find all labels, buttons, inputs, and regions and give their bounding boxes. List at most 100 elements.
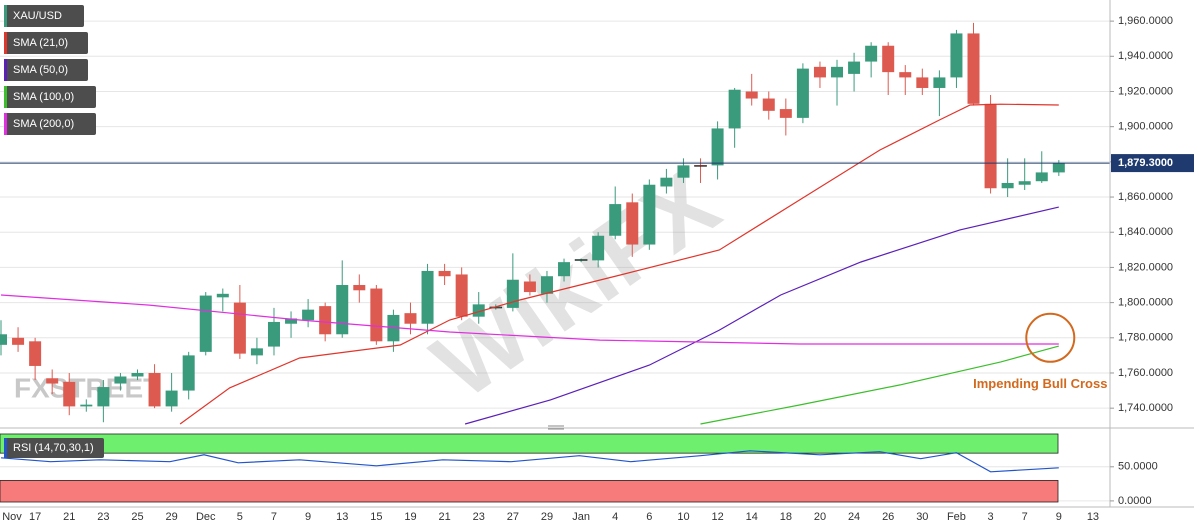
candle-body	[711, 128, 724, 166]
legend-swatch	[4, 113, 7, 135]
candle-body	[523, 281, 536, 293]
candle-body	[558, 262, 571, 277]
candle-body	[1001, 182, 1014, 189]
candle-body	[233, 302, 246, 354]
candle-body	[131, 372, 144, 377]
candle-body	[46, 378, 59, 384]
candle-body	[12, 337, 25, 345]
candle-body	[199, 295, 212, 352]
x-tick-label: 10	[677, 511, 689, 523]
y-tick-label: 1,940.0000	[1118, 50, 1173, 62]
candle-body	[182, 355, 195, 391]
x-tick-label: 13	[336, 511, 348, 523]
candle-body	[216, 293, 229, 298]
candle-body	[882, 45, 895, 73]
watermark: FXSTREET	[14, 372, 160, 403]
legend-swatch	[4, 59, 7, 81]
x-tick-label: 17	[29, 511, 41, 523]
x-tick-label: 9	[305, 511, 311, 523]
candle-body	[745, 91, 758, 99]
candle-body	[813, 66, 826, 78]
x-tick-label: 15	[370, 511, 382, 523]
x-tick-label: 5	[237, 511, 243, 523]
candle-body	[831, 66, 844, 78]
candle-body	[1052, 163, 1065, 173]
last-price-label: 1,879.3000	[1118, 157, 1173, 169]
x-tick-label: 26	[882, 511, 894, 523]
annotation-circle	[1025, 312, 1076, 363]
x-tick-label: 29	[541, 511, 553, 523]
legend-label: SMA (100,0)	[13, 91, 74, 103]
candle-body	[336, 285, 349, 335]
x-tick-label: 6	[646, 511, 652, 523]
y-tick-label: 1,800.0000	[1118, 297, 1173, 309]
x-tick-label: 21	[438, 511, 450, 523]
candle-body	[592, 235, 605, 261]
candle-body	[63, 381, 76, 407]
candle-body	[438, 270, 451, 277]
candle-body	[404, 313, 417, 324]
candle-body	[796, 68, 809, 118]
candle-body	[285, 318, 298, 324]
candle-body	[643, 184, 656, 245]
candle-body	[114, 376, 127, 384]
y-tick-label: 1,860.0000	[1118, 191, 1173, 203]
legend-label: SMA (21,0)	[13, 37, 68, 49]
legend-box	[4, 438, 104, 458]
axes: 1,740.0000 1,760.0000 1,780.0000 1,800.0000…	[2, 15, 1194, 523]
y-tick-label: 1,820.0000	[1118, 261, 1173, 273]
x-tick-label: Nov	[2, 511, 22, 523]
legend-swatch	[4, 5, 7, 27]
x-tick-label: 29	[165, 511, 177, 523]
x-tick-label: 3	[988, 511, 994, 523]
x-tick-label: 24	[848, 511, 860, 523]
x-tick-label: 7	[1022, 511, 1028, 523]
legend-box	[4, 59, 88, 81]
candle-body	[387, 314, 400, 342]
x-tick-label: 21	[63, 511, 75, 523]
candle-body	[353, 285, 366, 291]
legend-swatch	[4, 32, 7, 54]
candle-body	[950, 33, 963, 78]
candle-body	[916, 77, 929, 88]
candle-body	[250, 348, 263, 356]
legend-box	[4, 32, 88, 54]
series-line	[179, 103, 1059, 425]
legend-box	[4, 113, 96, 135]
candle-body	[660, 177, 673, 187]
legend-label: XAU/USD	[13, 10, 62, 22]
candle-body	[540, 276, 553, 294]
candle-body	[728, 89, 741, 129]
candle-body	[165, 390, 178, 407]
x-tick-label: 9	[1056, 511, 1062, 523]
x-tick-label: 7	[271, 511, 277, 523]
candle-body	[967, 33, 980, 104]
y-tick-label: 1,920.0000	[1118, 85, 1173, 97]
y-tick-label: 0.0000	[1118, 495, 1152, 507]
candle-body	[148, 372, 161, 407]
candle-body	[0, 334, 7, 345]
candle-body	[29, 341, 42, 366]
x-tick-label: 13	[1087, 511, 1099, 523]
candle-body	[848, 61, 861, 74]
candle-body	[421, 270, 434, 324]
legend-label: RSI (14,70,30,1)	[13, 442, 94, 454]
candle-body	[267, 321, 280, 347]
overbought-band	[0, 433, 1059, 454]
x-tick-label: 23	[473, 511, 485, 523]
series-line	[0, 294, 1059, 345]
candle-body	[694, 165, 707, 167]
x-tick-label: 27	[507, 511, 519, 523]
candle-body	[1018, 181, 1031, 185]
candle-body	[762, 98, 775, 111]
x-tick-label: 14	[746, 511, 758, 523]
candle-body	[574, 259, 588, 261]
x-tick-label: Jan	[572, 511, 590, 523]
series-line	[464, 206, 1059, 425]
x-tick-label: 18	[780, 511, 792, 523]
legend-label: SMA (50,0)	[13, 64, 68, 76]
x-tick-label: 30	[916, 511, 928, 523]
legend-swatch	[4, 86, 7, 108]
candle-body	[677, 165, 690, 178]
